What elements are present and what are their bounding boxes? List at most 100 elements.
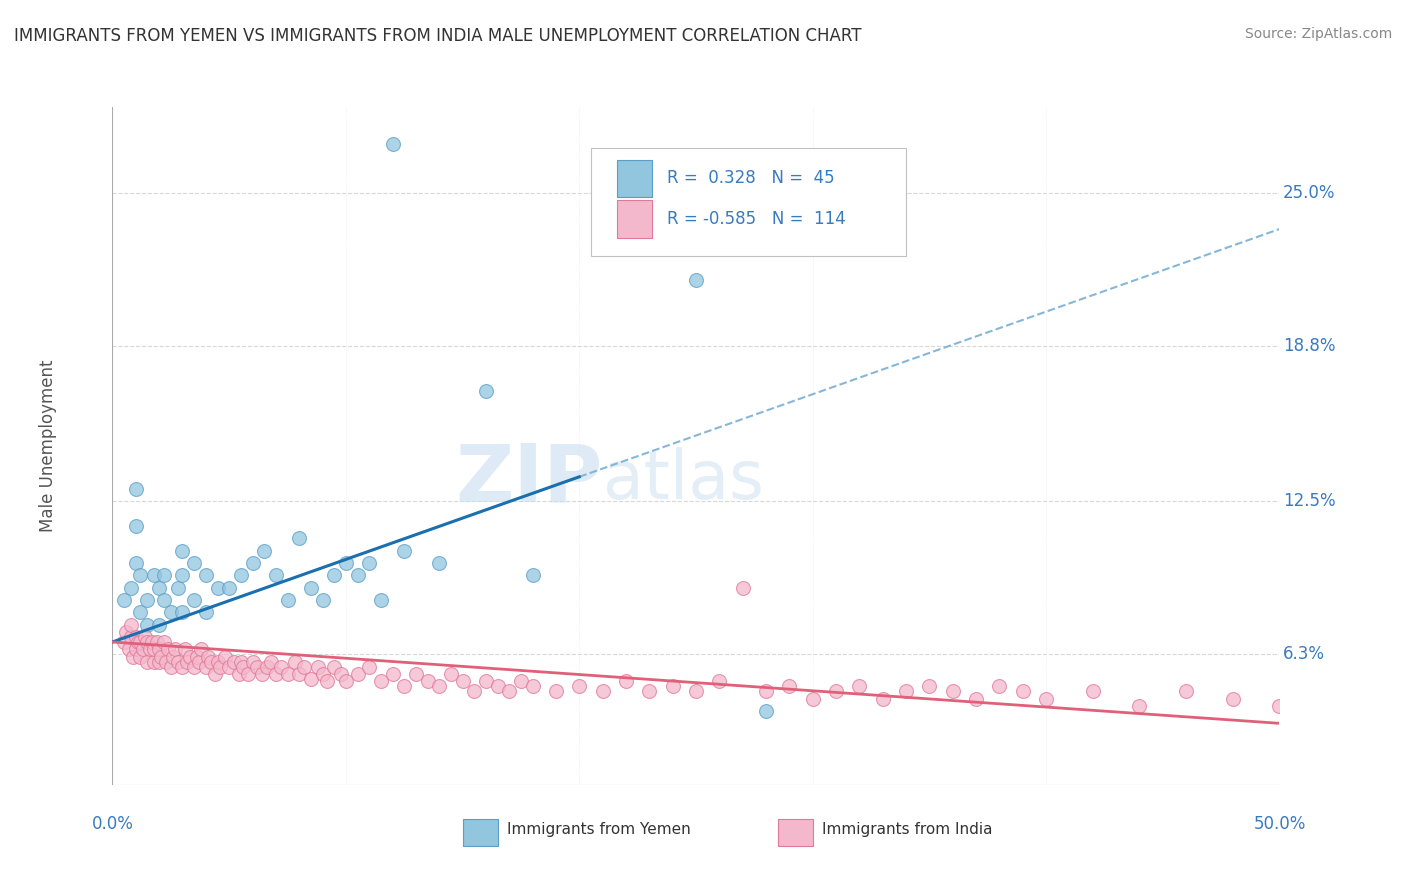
- Point: [330, 667, 353, 681]
- Point: [1035, 691, 1057, 706]
- Point: [276, 667, 298, 681]
- Point: [283, 655, 305, 669]
- Point: [129, 606, 152, 620]
- Text: ZIP: ZIP: [456, 441, 603, 519]
- Text: IMMIGRANTS FROM YEMEN VS IMMIGRANTS FROM INDIA MALE UNEMPLOYMENT CORRELATION CHA: IMMIGRANTS FROM YEMEN VS IMMIGRANTS FROM…: [14, 27, 862, 45]
- Point: [246, 659, 269, 673]
- Point: [614, 674, 637, 689]
- Point: [1175, 684, 1198, 698]
- Point: [370, 593, 392, 607]
- Point: [160, 606, 183, 620]
- Point: [755, 684, 778, 698]
- Point: [148, 642, 170, 657]
- Point: [568, 679, 591, 693]
- Text: atlas: atlas: [603, 447, 763, 513]
- Text: Male Unemployment: Male Unemployment: [39, 359, 58, 533]
- Point: [120, 617, 142, 632]
- Point: [122, 649, 145, 664]
- Point: [139, 642, 162, 657]
- Point: [475, 674, 498, 689]
- Point: [965, 691, 987, 706]
- Point: [381, 667, 404, 681]
- Point: [346, 568, 368, 582]
- Point: [118, 642, 141, 657]
- Point: [129, 568, 152, 582]
- Point: [1222, 691, 1244, 706]
- Point: [544, 684, 567, 698]
- Point: [440, 667, 463, 681]
- FancyBboxPatch shape: [778, 819, 813, 846]
- Point: [143, 568, 166, 582]
- Point: [276, 593, 298, 607]
- Point: [359, 556, 381, 570]
- Point: [323, 568, 346, 582]
- Point: [132, 642, 155, 657]
- Point: [136, 635, 159, 649]
- Point: [143, 642, 166, 657]
- Point: [709, 674, 731, 689]
- Point: [229, 568, 252, 582]
- Text: Immigrants from India: Immigrants from India: [823, 822, 993, 838]
- Text: 12.5%: 12.5%: [1282, 492, 1336, 510]
- Point: [427, 556, 450, 570]
- Point: [370, 674, 392, 689]
- Point: [475, 384, 498, 398]
- Point: [427, 679, 450, 693]
- Point: [112, 635, 135, 649]
- Point: [463, 684, 485, 698]
- Point: [112, 593, 135, 607]
- FancyBboxPatch shape: [463, 819, 498, 846]
- Point: [918, 679, 941, 693]
- Point: [242, 655, 264, 669]
- Point: [207, 655, 229, 669]
- Point: [214, 649, 236, 664]
- Point: [183, 556, 205, 570]
- Point: [155, 655, 177, 669]
- Point: [1011, 684, 1033, 698]
- Point: [988, 679, 1011, 693]
- Point: [148, 617, 170, 632]
- Point: [207, 581, 229, 595]
- Point: [194, 568, 217, 582]
- Point: [755, 704, 778, 718]
- Point: [197, 649, 219, 664]
- Point: [1081, 684, 1104, 698]
- Point: [270, 659, 292, 673]
- Point: [264, 568, 287, 582]
- Text: 18.8%: 18.8%: [1282, 337, 1336, 355]
- Point: [115, 625, 138, 640]
- Text: 50.0%: 50.0%: [1253, 814, 1306, 832]
- Point: [299, 581, 322, 595]
- Point: [405, 667, 427, 681]
- Point: [778, 679, 800, 693]
- Point: [136, 617, 159, 632]
- Point: [160, 659, 183, 673]
- Point: [335, 674, 357, 689]
- Point: [522, 568, 544, 582]
- Point: [120, 630, 142, 644]
- Text: 6.3%: 6.3%: [1282, 645, 1324, 664]
- Point: [141, 635, 163, 649]
- Point: [311, 667, 333, 681]
- Point: [346, 667, 368, 681]
- Point: [166, 655, 188, 669]
- Point: [146, 635, 169, 649]
- Point: [153, 568, 176, 582]
- Point: [218, 581, 240, 595]
- Point: [288, 532, 311, 546]
- Point: [292, 659, 315, 673]
- Point: [451, 674, 474, 689]
- Point: [229, 655, 252, 669]
- Point: [173, 642, 195, 657]
- Point: [872, 691, 894, 706]
- Point: [250, 667, 273, 681]
- Text: R = -0.585   N =  114: R = -0.585 N = 114: [666, 210, 845, 227]
- Point: [498, 684, 520, 698]
- Point: [157, 642, 180, 657]
- Text: 0.0%: 0.0%: [91, 814, 134, 832]
- Point: [153, 593, 176, 607]
- Text: 25.0%: 25.0%: [1282, 185, 1336, 202]
- Point: [204, 667, 226, 681]
- Point: [242, 556, 264, 570]
- Point: [166, 581, 188, 595]
